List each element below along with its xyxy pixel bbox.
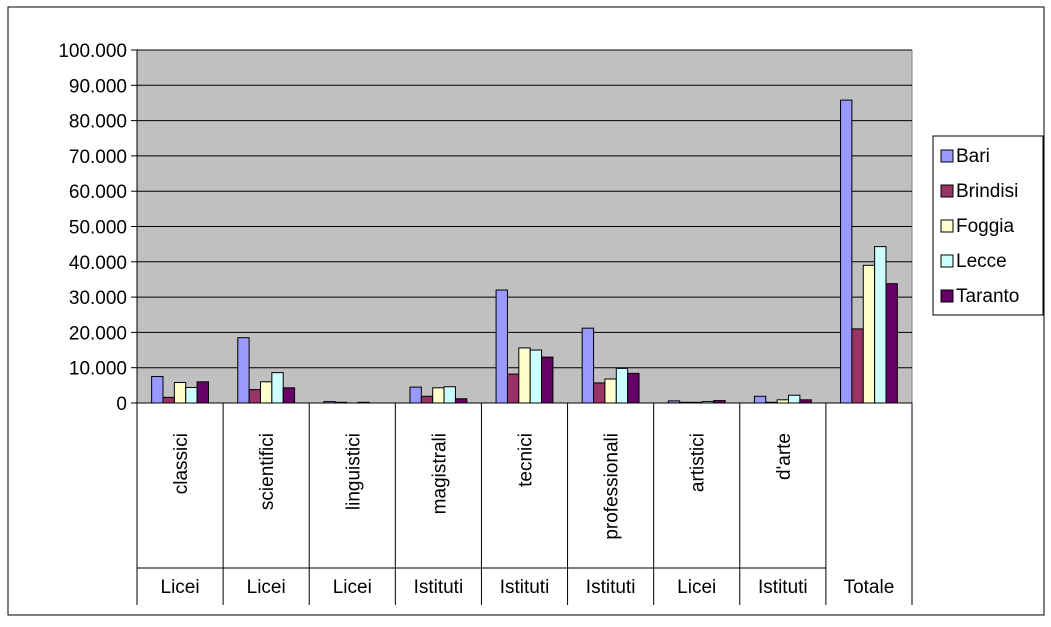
bar — [282, 387, 296, 404]
group-label: Istituti — [586, 577, 636, 598]
bar — [874, 246, 887, 404]
bar — [776, 399, 790, 404]
bar — [529, 349, 543, 404]
bar — [518, 347, 531, 404]
bar — [173, 382, 187, 404]
group-label: Istituti — [500, 577, 550, 598]
y-tick-label: 30.000 — [69, 288, 127, 309]
y-tick-label: 20.000 — [69, 323, 127, 344]
category-label: linguistici — [343, 433, 364, 510]
bar — [443, 386, 456, 404]
bar — [185, 386, 198, 404]
legend-label: Foggia — [956, 216, 1015, 237]
bar — [409, 386, 422, 404]
category-label: tecnici — [516, 433, 537, 487]
bar — [420, 395, 434, 404]
bar — [604, 378, 617, 404]
bar — [840, 99, 853, 404]
group-label: Licei — [247, 577, 286, 598]
y-tick-label: 10.000 — [69, 359, 127, 380]
y-tick-label: 70.000 — [69, 147, 127, 168]
legend-swatch — [940, 289, 954, 303]
bar — [679, 401, 692, 404]
bar — [615, 367, 629, 404]
group-label: Istituti — [758, 577, 808, 598]
bar — [701, 401, 715, 404]
bar — [432, 387, 445, 404]
category-label: professionali — [602, 433, 623, 540]
legend-swatch — [940, 219, 954, 233]
bar — [506, 373, 520, 404]
bar — [495, 289, 508, 404]
legend-label: Brindisi — [956, 181, 1018, 202]
y-tick-label: 40.000 — [69, 253, 127, 274]
legend-label: Bari — [956, 146, 990, 167]
bar — [237, 337, 250, 404]
category-label: magistrali — [429, 433, 450, 514]
bar — [851, 328, 864, 404]
bar — [151, 376, 164, 404]
y-tick-label: 0 — [116, 394, 127, 415]
bar — [667, 400, 681, 404]
y-tick-label: 60.000 — [69, 182, 127, 203]
legend-swatch — [940, 184, 954, 198]
bar — [334, 401, 348, 404]
bar — [788, 394, 801, 404]
bar — [593, 382, 606, 404]
bar — [753, 395, 767, 404]
bar — [627, 372, 640, 404]
bar — [259, 381, 273, 404]
bar — [162, 396, 175, 404]
legend-swatch — [940, 149, 954, 163]
bar — [690, 401, 703, 404]
bar — [323, 401, 336, 404]
legend-label: Taranto — [956, 286, 1019, 307]
bar — [799, 399, 812, 404]
bar — [765, 401, 778, 404]
y-tick-label: 100.000 — [58, 41, 127, 62]
y-tick-label: 90.000 — [69, 76, 127, 97]
legend-label: Lecce — [956, 251, 1007, 272]
bar — [271, 372, 284, 404]
group-label: Licei — [677, 577, 716, 598]
bar — [885, 283, 898, 404]
bar — [862, 264, 876, 404]
bar — [454, 398, 468, 404]
y-tick-label: 50.000 — [69, 218, 127, 239]
group-label: Istituti — [414, 577, 464, 598]
category-label: artistici — [688, 433, 709, 492]
legend: Bari Brindisi Foggia Lecce Taranto — [932, 135, 1044, 316]
category-label: scientifici — [257, 433, 278, 510]
category-label: classici — [171, 433, 192, 494]
bar — [196, 381, 209, 404]
legend-swatch — [940, 254, 954, 268]
bar — [248, 389, 261, 404]
bar — [713, 400, 726, 404]
group-label: Licei — [333, 577, 372, 598]
bar — [357, 401, 370, 404]
group-label: Totale — [844, 577, 895, 598]
bar — [581, 327, 595, 404]
y-tick-label: 80.000 — [69, 112, 127, 133]
bar — [541, 356, 554, 404]
plot-area: 0 10.000 20.000 30.000 40.000 50.000 60.000 70.… — [58, 41, 913, 605]
group-label: Licei — [161, 577, 200, 598]
category-label: d'arte — [774, 433, 795, 480]
